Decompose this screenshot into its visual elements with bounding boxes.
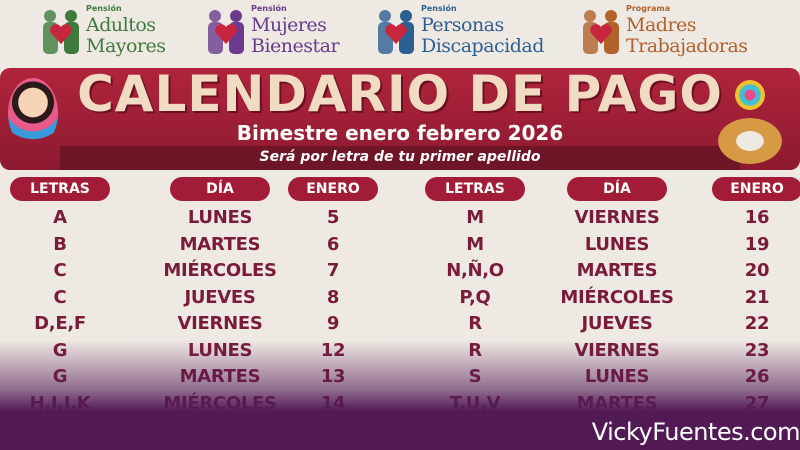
date-cell: 19: [744, 233, 770, 255]
instruction-note: Será por letra de tu primer apellido: [259, 149, 541, 165]
day-cell: MIÉRCOLES: [560, 286, 674, 308]
date-cell: 20: [744, 260, 770, 281]
day-cell: JUEVES: [184, 286, 256, 308]
letters-cell: A: [53, 207, 67, 228]
mujeres-bienestar-icon: [208, 10, 244, 54]
logo-line1: Personas: [421, 14, 504, 36]
column-header-5: ENERO: [712, 177, 800, 201]
day-cell: JUEVES: [581, 313, 653, 334]
subtitle-band: [60, 146, 740, 170]
subtitle: Bimestre enero febrero 2026: [236, 121, 564, 145]
title-banner: [0, 68, 800, 170]
logo-line2: Mayores: [86, 35, 166, 57]
program-logos: Pensión Adultos Mayores Pensión Mujeres …: [0, 4, 800, 62]
logo-line2: Discapacidad: [421, 35, 544, 57]
letters-cell: M: [466, 207, 484, 228]
day-cell: MARTES: [179, 233, 261, 255]
day-cell: LUNES: [584, 233, 650, 255]
date-cell: 6: [326, 233, 340, 255]
date-cell: 9: [326, 313, 340, 334]
letters-cell: R: [468, 313, 482, 334]
date-cell: 21: [744, 286, 770, 308]
letters-cell: C: [53, 260, 67, 281]
date-cell: 5: [326, 207, 340, 228]
date-cell: 16: [744, 207, 770, 228]
letters-cell: P,Q: [459, 286, 491, 308]
page-title: CALENDARIO DE PAGO: [77, 65, 723, 123]
day-cell: VIERNES: [177, 313, 263, 334]
day-cell: VIERNES: [574, 207, 660, 228]
date-cell: 8: [326, 286, 340, 308]
date-cell: 7: [326, 260, 340, 281]
day-cell: MARTES: [576, 260, 658, 281]
letters-cell: C: [53, 286, 67, 308]
column-header-3: LETRAS: [425, 177, 525, 201]
logo-line1: Mujeres: [251, 14, 327, 36]
rosca-illustration-icon: [718, 118, 782, 164]
logo-line2: Bienestar: [251, 35, 340, 57]
column-header-0: LETRAS: [10, 177, 110, 201]
logo-label-small: Pensión: [251, 4, 287, 13]
date-cell: 22: [744, 313, 770, 334]
logo-label-small: Programa: [626, 4, 671, 13]
column-header-2: ENERO: [288, 177, 378, 201]
logo-line1: Adultos: [86, 14, 156, 36]
letters-cell: B: [53, 233, 67, 255]
watermark: VickyFuentes.com: [591, 418, 800, 446]
column-header-1: DÍA: [170, 177, 270, 201]
logo-line2: Trabajadoras: [626, 35, 748, 57]
logo-label-small: Pensión: [86, 4, 122, 13]
day-cell: LUNES: [187, 207, 253, 228]
day-cell: MIÉRCOLES: [163, 260, 277, 281]
column-header-4: DÍA: [567, 177, 667, 201]
letters-cell: D,E,F: [34, 313, 86, 334]
logo-line1: Madres: [626, 14, 697, 36]
doll-illustration-icon: [8, 78, 58, 148]
letters-cell: M: [466, 233, 484, 255]
adultos-mayores-icon: [43, 10, 79, 54]
madres-trabajadoras-icon: [583, 10, 619, 54]
logo-label-small: Pensión: [421, 4, 457, 13]
letters-cell: N,Ñ,O: [446, 260, 504, 281]
footer-overlay: [0, 340, 800, 450]
personas-discapacidad-icon: [378, 10, 414, 54]
trompo-illustration-icon: [735, 80, 765, 110]
